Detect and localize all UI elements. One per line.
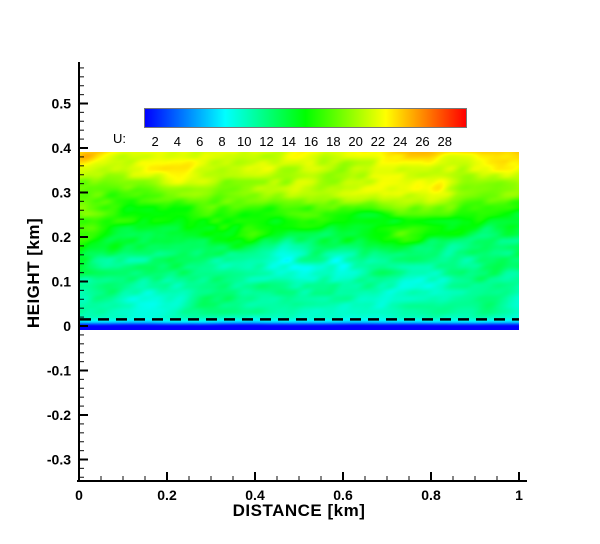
y-tick-label: 0.3 [52, 185, 72, 201]
colorbar-tick-label: 16 [304, 134, 318, 149]
x-tick-label: 0.6 [333, 487, 353, 503]
x-tick-label: 0.2 [157, 487, 177, 503]
y-tick-label: 0 [63, 318, 71, 334]
y-axis-title: HEIGHT [km] [24, 217, 43, 329]
colorbar [144, 108, 467, 128]
velocity-contour-field [80, 152, 519, 330]
y-tick-label: 0.4 [52, 140, 72, 156]
colorbar-tick-label: 28 [437, 134, 451, 149]
colorbar-tick-label: 8 [218, 134, 225, 149]
y-tick-label: 0.1 [52, 274, 72, 290]
y-tick-label: 0.5 [52, 96, 72, 112]
colorbar-tick-label: 24 [393, 134, 407, 149]
x-tick-label: 0.4 [245, 487, 265, 503]
colorbar-tick-label: 18 [326, 134, 340, 149]
y-tick-label: 0.2 [52, 229, 72, 245]
x-axis-title: DISTANCE [km] [232, 501, 366, 520]
colorbar-tick-label: 20 [348, 134, 362, 149]
colorbar-tick-label: 2 [152, 134, 159, 149]
colorbar-tick-label: 12 [259, 134, 273, 149]
colorbar-tick-label: 14 [282, 134, 296, 149]
x-tick-label: 1 [515, 487, 523, 503]
colorbar-tick-label: 4 [174, 134, 181, 149]
y-tick-label: -0.3 [47, 452, 71, 468]
colorbar-tick-label: 22 [371, 134, 385, 149]
x-tick-label: 0 [75, 487, 83, 503]
x-tick-label: 0.8 [421, 487, 441, 503]
y-tick-label: -0.2 [47, 407, 71, 423]
colorbar-tick-label: 10 [237, 134, 251, 149]
y-tick-label: -0.1 [47, 363, 71, 379]
colorbar-tick-label: 26 [415, 134, 429, 149]
colorbar-tick-label: 6 [196, 134, 203, 149]
colorbar-title: U: [113, 131, 126, 146]
